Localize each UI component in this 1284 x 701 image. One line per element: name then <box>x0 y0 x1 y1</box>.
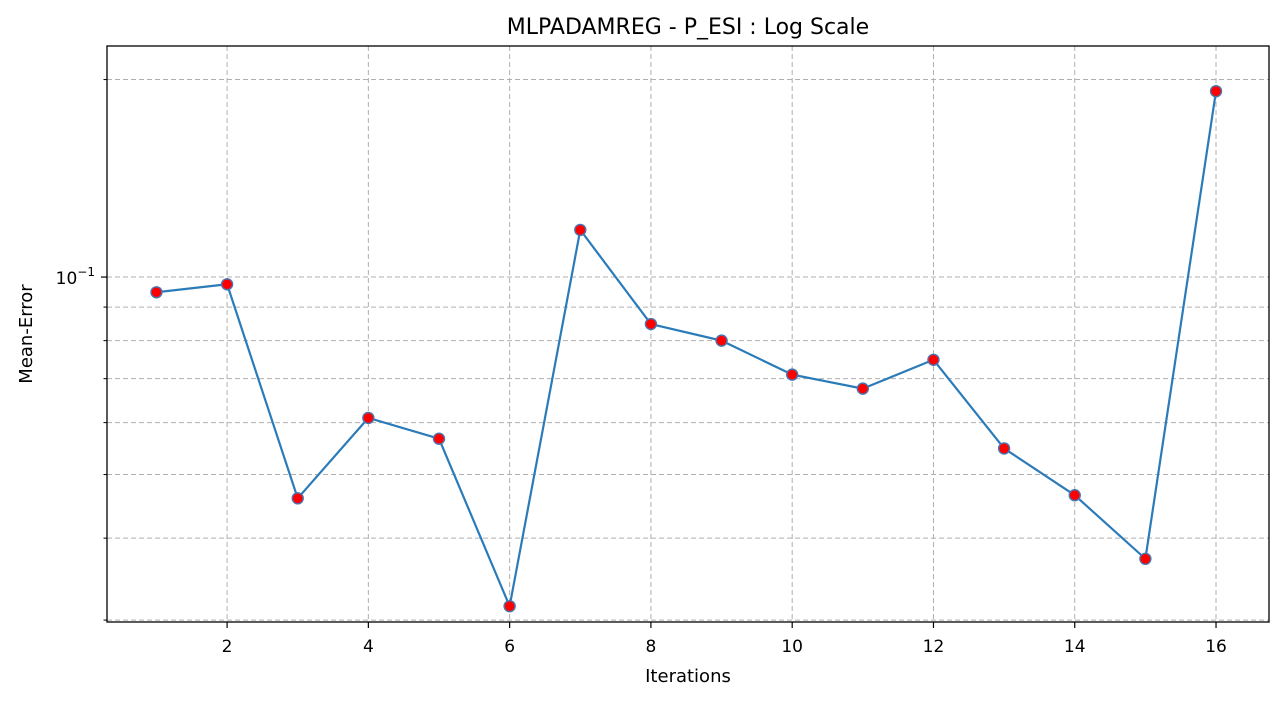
series-group <box>150 84 1223 613</box>
chart-title: MLPADAMREG - P_ESI : Log Scale <box>507 15 869 40</box>
x-tick-label: 6 <box>504 637 515 657</box>
x-axis-label: Iterations <box>645 666 731 687</box>
data-point <box>503 599 516 613</box>
data-point <box>644 317 658 331</box>
data-point <box>785 368 799 381</box>
data-point <box>362 411 375 425</box>
x-tick-label: 16 <box>1205 637 1227 657</box>
data-point <box>1209 84 1223 98</box>
data-point <box>291 492 304 505</box>
data-point <box>927 353 940 366</box>
x-tick-label: 12 <box>923 637 945 657</box>
plot-frame <box>106 45 1270 623</box>
data-point <box>1139 552 1152 566</box>
data-point <box>997 442 1011 455</box>
x-tick-label: 8 <box>646 637 657 657</box>
y-tick-label-exponent: −1 <box>77 265 95 279</box>
data-point <box>1068 489 1081 502</box>
data-point <box>432 432 446 445</box>
y-axis-label: Mean-Error <box>16 284 37 384</box>
data-point <box>574 223 587 237</box>
data-point <box>150 286 163 299</box>
y-tick-label-base: 10 <box>56 269 78 289</box>
x-tick-label: 14 <box>1064 637 1086 657</box>
grid-lines <box>107 46 1269 622</box>
data-point <box>220 278 234 291</box>
y-tick-label: 10−1 <box>56 265 95 289</box>
data-point <box>715 334 728 347</box>
x-tick-label: 2 <box>222 637 233 657</box>
x-tick-label: 4 <box>363 637 374 657</box>
data-point <box>856 382 870 395</box>
x-tick-label: 10 <box>781 637 803 657</box>
series-line <box>156 91 1218 608</box>
